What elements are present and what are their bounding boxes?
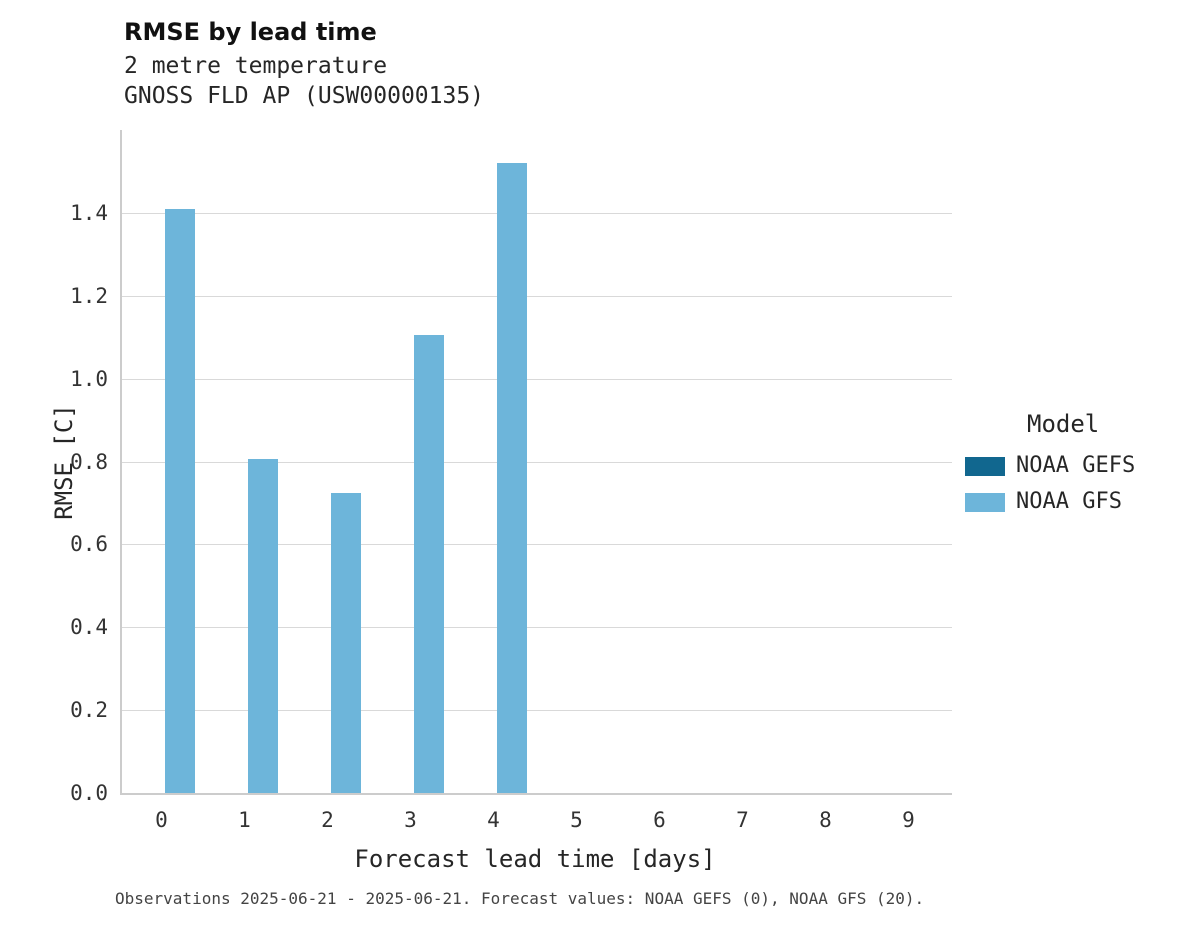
gridline — [122, 378, 952, 380]
legend-item-label: NOAA GEFS — [1016, 453, 1136, 478]
x-tick-label: 8 — [819, 808, 832, 832]
y-tick-label: 0.8 — [70, 449, 108, 474]
chart-subtitle-variable: 2 metre temperature — [124, 53, 388, 79]
legend-title: Model — [1027, 410, 1100, 438]
x-tick-label: 1 — [238, 808, 251, 832]
x-tick-label: 5 — [570, 808, 583, 832]
legend-swatch-icon — [965, 456, 1005, 476]
y-tick-label: 1.4 — [70, 200, 108, 225]
y-axis-label: RMSE [C] — [50, 404, 78, 520]
gridline — [122, 544, 952, 546]
x-tick-label: 6 — [653, 808, 666, 832]
gridline — [122, 295, 952, 297]
gridline — [122, 710, 952, 712]
y-tick-label: 0.0 — [70, 781, 108, 805]
bar-noaa-gfs-day-0 — [165, 208, 195, 793]
y-tick-label: 0.4 — [70, 615, 108, 640]
footer-caption: Observations 2025-06-21 - 2025-06-21. Fo… — [115, 889, 925, 908]
x-tick-label: 3 — [404, 808, 417, 832]
x-tick-label: 4 — [487, 808, 500, 832]
y-tick-label: 1.2 — [70, 283, 108, 308]
y-tick-label: 0.2 — [70, 698, 108, 723]
gridline — [122, 461, 952, 463]
y-tick-label: 0.6 — [70, 532, 108, 557]
legend-item: NOAA GFS — [965, 490, 1180, 514]
legend-swatch-icon — [965, 492, 1005, 512]
y-tick-label: 1.0 — [70, 366, 108, 391]
chart-subtitle-station: GNOSS FLD AP (USW00000135) — [124, 83, 485, 109]
x-tick-label: 2 — [321, 808, 334, 832]
legend-item: NOAA GEFS — [965, 454, 1180, 478]
bar-noaa-gfs-day-2 — [331, 492, 361, 793]
plot-area — [120, 130, 952, 795]
legend-item-label: NOAA GFS — [1016, 489, 1122, 514]
x-tick-label: 9 — [902, 808, 915, 832]
legend: Model NOAA GEFS NOAA GFS — [965, 410, 1180, 526]
x-axis-label: Forecast lead time [days] — [354, 845, 716, 873]
x-tick-label: 0 — [155, 808, 168, 832]
x-tick-label: 7 — [736, 808, 749, 832]
gridline — [122, 627, 952, 629]
gridline — [122, 212, 952, 214]
bar-noaa-gfs-day-3 — [414, 335, 444, 793]
bar-noaa-gfs-day-4 — [497, 163, 527, 793]
legend-items: NOAA GEFS NOAA GFS — [965, 454, 1180, 514]
bar-noaa-gfs-day-1 — [248, 459, 278, 793]
chart-title: RMSE by lead time — [124, 18, 377, 46]
